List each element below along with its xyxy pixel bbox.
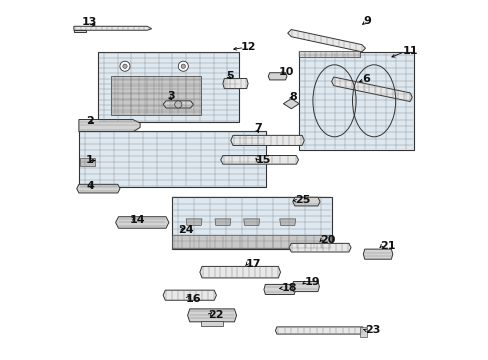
Text: 19: 19 (305, 276, 320, 287)
Circle shape (122, 64, 127, 68)
Text: 8: 8 (288, 92, 296, 102)
Polygon shape (223, 78, 247, 89)
Polygon shape (201, 321, 223, 326)
Polygon shape (187, 309, 236, 322)
Polygon shape (298, 51, 359, 57)
Polygon shape (220, 156, 298, 164)
Text: 15: 15 (256, 155, 271, 165)
Text: 14: 14 (130, 215, 145, 225)
Polygon shape (74, 26, 151, 30)
Text: 17: 17 (245, 258, 261, 269)
Circle shape (181, 64, 185, 68)
Polygon shape (115, 217, 168, 228)
Text: 18: 18 (282, 283, 297, 293)
Text: 23: 23 (365, 325, 380, 336)
Text: 13: 13 (81, 17, 97, 27)
Text: 10: 10 (279, 67, 294, 77)
Polygon shape (77, 184, 120, 193)
Polygon shape (292, 197, 320, 206)
Text: 22: 22 (208, 310, 224, 320)
Polygon shape (79, 120, 140, 132)
Polygon shape (268, 73, 286, 80)
Text: 25: 25 (294, 195, 310, 205)
Polygon shape (111, 76, 201, 115)
Polygon shape (279, 219, 295, 225)
Polygon shape (186, 219, 202, 225)
Polygon shape (288, 243, 350, 252)
Text: 7: 7 (254, 123, 262, 133)
Polygon shape (331, 77, 411, 102)
Polygon shape (264, 284, 295, 294)
Text: 24: 24 (178, 225, 193, 235)
Polygon shape (215, 219, 230, 225)
Circle shape (120, 61, 130, 71)
Polygon shape (291, 282, 319, 292)
Text: 12: 12 (241, 42, 256, 52)
Text: 20: 20 (320, 235, 335, 245)
Polygon shape (163, 290, 216, 300)
Polygon shape (79, 131, 265, 187)
Polygon shape (74, 30, 86, 32)
Text: 6: 6 (361, 74, 369, 84)
Polygon shape (287, 30, 365, 52)
Circle shape (174, 101, 182, 108)
Polygon shape (275, 327, 363, 334)
Text: 3: 3 (167, 91, 175, 102)
Text: 11: 11 (402, 46, 418, 56)
Polygon shape (359, 327, 366, 337)
Polygon shape (244, 219, 259, 225)
Polygon shape (98, 52, 239, 122)
Polygon shape (80, 158, 95, 166)
Polygon shape (200, 266, 280, 278)
Text: 1: 1 (86, 155, 94, 165)
Text: 21: 21 (380, 240, 395, 251)
Polygon shape (298, 52, 413, 150)
Text: 4: 4 (86, 181, 94, 191)
Text: 9: 9 (363, 16, 370, 26)
Text: 2: 2 (86, 116, 94, 126)
Polygon shape (363, 249, 392, 259)
Polygon shape (172, 235, 330, 248)
Polygon shape (283, 99, 299, 109)
Text: 16: 16 (186, 294, 202, 304)
Polygon shape (163, 101, 193, 108)
Circle shape (178, 61, 188, 71)
Polygon shape (230, 135, 304, 145)
Polygon shape (171, 197, 331, 249)
Text: 5: 5 (225, 71, 233, 81)
